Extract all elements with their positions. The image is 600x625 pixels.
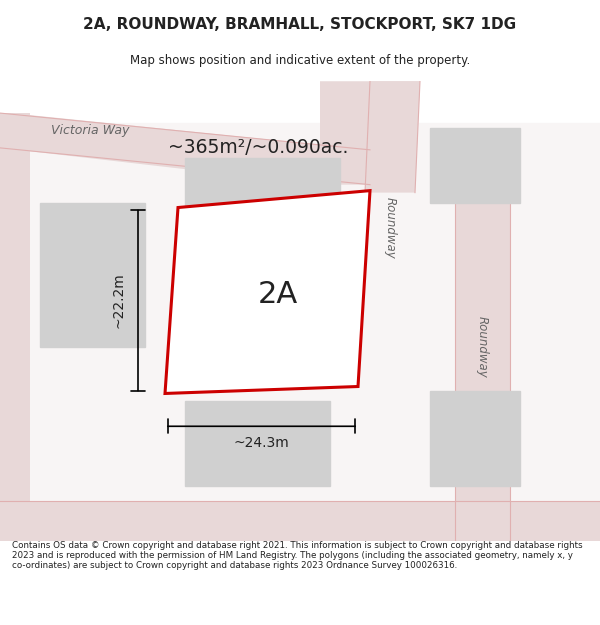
Text: Contains OS data © Crown copyright and database right 2021. This information is : Contains OS data © Crown copyright and d… xyxy=(12,541,583,571)
Text: ~24.3m: ~24.3m xyxy=(233,436,289,450)
Text: Map shows position and indicative extent of the property.: Map shows position and indicative extent… xyxy=(130,54,470,68)
Bar xyxy=(0,123,600,501)
Text: 2A, ROUNDWAY, BRAMHALL, STOCKPORT, SK7 1DG: 2A, ROUNDWAY, BRAMHALL, STOCKPORT, SK7 1… xyxy=(83,17,517,32)
Text: Roundway: Roundway xyxy=(476,316,488,378)
Polygon shape xyxy=(165,191,370,394)
Polygon shape xyxy=(455,192,510,541)
Text: ~365m²/~0.090ac.: ~365m²/~0.090ac. xyxy=(168,138,348,158)
Bar xyxy=(185,158,340,232)
Bar xyxy=(430,391,520,486)
Bar xyxy=(40,202,145,347)
Polygon shape xyxy=(0,501,600,541)
Polygon shape xyxy=(0,113,370,184)
Bar xyxy=(185,401,330,486)
Bar xyxy=(430,128,520,202)
Text: Victoria Way: Victoria Way xyxy=(51,124,129,138)
Polygon shape xyxy=(320,81,420,184)
Text: ~22.2m: ~22.2m xyxy=(111,272,125,328)
Polygon shape xyxy=(365,81,420,192)
Text: Roundway: Roundway xyxy=(383,196,397,258)
Polygon shape xyxy=(0,113,30,501)
Text: 2A: 2A xyxy=(257,280,298,309)
